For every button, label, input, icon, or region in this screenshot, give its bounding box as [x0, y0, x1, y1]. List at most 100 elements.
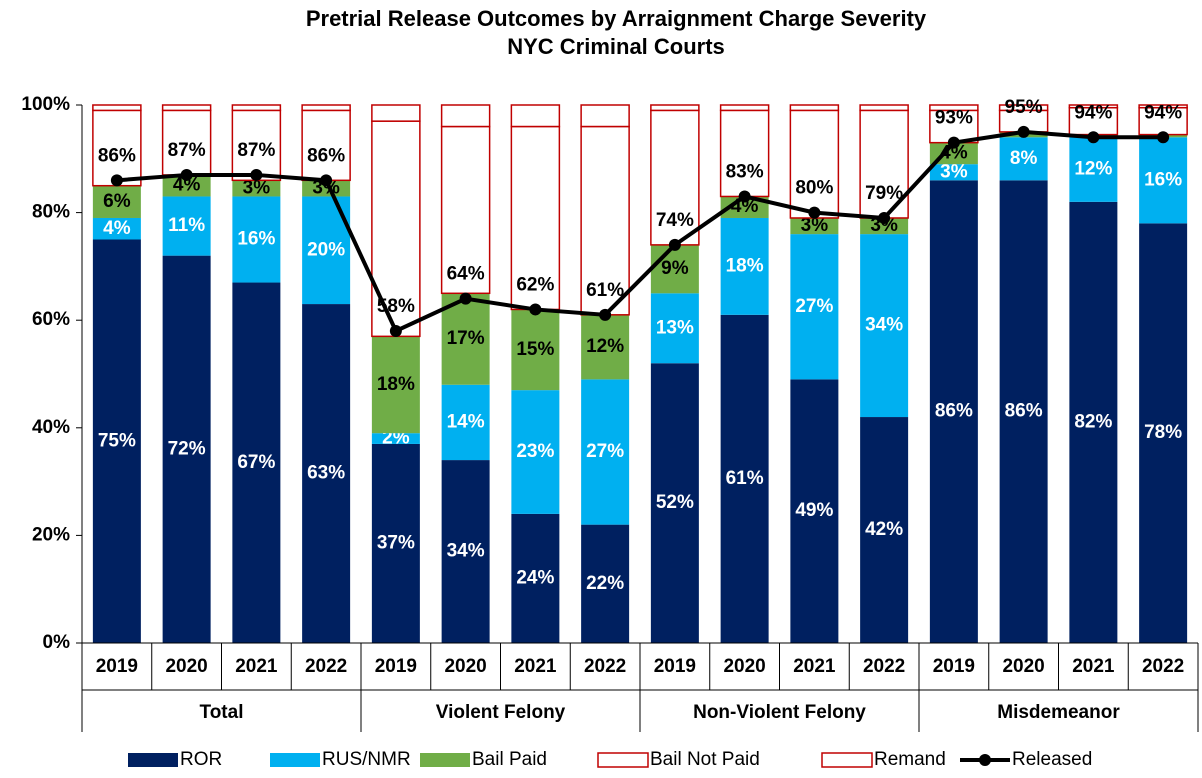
released-label: 79% — [865, 183, 903, 204]
bar-segment — [929, 142, 978, 165]
segment-label: 67% — [237, 452, 275, 473]
bar-segment — [650, 244, 699, 294]
segment-label: 27% — [795, 296, 833, 317]
legend-swatch — [821, 752, 873, 768]
segment-label: 86% — [935, 401, 973, 422]
segment-label: 86% — [1005, 401, 1043, 422]
bar-segment — [440, 125, 491, 295]
segment-label: 82% — [1074, 411, 1112, 432]
segment-label: 63% — [307, 463, 345, 484]
bar-segment — [511, 309, 560, 391]
y-tick-label: 80% — [32, 202, 70, 223]
bar-segment — [719, 104, 770, 112]
segment-label: 13% — [656, 317, 694, 338]
chart-title: Pretrial Release Outcomes by Arraignment… — [306, 6, 927, 31]
bar-segment — [999, 137, 1048, 181]
bar-segment — [790, 217, 839, 235]
bar-segment — [232, 282, 281, 643]
x-tick-label: 2021 — [793, 656, 836, 677]
released-point — [110, 174, 123, 187]
segment-label: 9% — [661, 258, 689, 279]
segment-label: 11% — [168, 215, 205, 236]
segment-label: 16% — [1144, 169, 1182, 190]
bar-segment — [162, 174, 211, 197]
segment-label: 61% — [726, 468, 764, 489]
bar-segment — [92, 185, 141, 218]
released-label: 62% — [516, 274, 554, 295]
released-point — [599, 308, 612, 321]
bar-segment — [92, 239, 141, 643]
segment-label: 14% — [447, 411, 485, 432]
x-tick-label: 2020 — [723, 656, 765, 677]
legend-label: ROR — [180, 749, 222, 770]
x-tick-label: 2021 — [514, 656, 557, 677]
segment-label: 22% — [586, 573, 624, 594]
bar-segment — [302, 304, 351, 643]
segment-label: 37% — [377, 532, 415, 553]
bar-segment — [92, 109, 142, 187]
released-point — [738, 190, 751, 203]
bar-segment — [860, 217, 909, 235]
bar-segment — [302, 180, 351, 197]
segment-label: 17% — [447, 328, 485, 349]
segment-label: 8% — [1010, 148, 1038, 169]
released-point — [668, 238, 681, 251]
released-label: 95% — [1005, 97, 1043, 118]
released-point — [320, 174, 333, 187]
released-point — [808, 206, 821, 219]
x-tick-label: 2019 — [933, 656, 975, 677]
bar-segment — [301, 104, 351, 112]
bar-segment — [371, 336, 420, 434]
bar-segment — [860, 234, 909, 418]
bar-segment — [161, 109, 212, 176]
x-tick-label: 2022 — [863, 656, 905, 677]
legend-label: Remand — [874, 749, 946, 770]
segment-label: 72% — [168, 438, 206, 459]
released-label: 87% — [168, 140, 206, 161]
released-point — [947, 136, 960, 149]
legend-swatch — [270, 753, 320, 767]
bar-segment — [581, 314, 630, 380]
bar-segment — [1069, 137, 1118, 202]
released-label: 94% — [1144, 102, 1182, 123]
bar-segment — [929, 180, 978, 643]
legend-marker — [979, 754, 991, 766]
bar-segment — [511, 513, 560, 643]
bar-segment — [1139, 137, 1188, 224]
segment-label: 16% — [237, 229, 275, 250]
bar-segment — [440, 104, 491, 128]
bar-segment — [441, 460, 490, 643]
segment-label: 34% — [447, 541, 485, 562]
legend-label: Bail Not Paid — [650, 749, 760, 770]
y-tick-label: 60% — [32, 309, 70, 330]
bar-segment — [650, 104, 700, 112]
segment-label: 4% — [103, 218, 131, 239]
chart-subtitle: NYC Criminal Courts — [507, 34, 725, 59]
bar-segment — [790, 379, 839, 643]
legend-swatch — [420, 753, 470, 767]
legend-label: Bail Paid — [472, 749, 547, 770]
bar-segment — [581, 524, 630, 643]
x-tick-label: 2022 — [1142, 656, 1184, 677]
released-point — [389, 324, 402, 337]
y-tick-label: 0% — [43, 632, 71, 653]
bar-segment — [1139, 223, 1188, 644]
group-label: Non-Violent Felony — [693, 702, 866, 723]
released-point — [459, 292, 472, 305]
bar-segment — [1068, 104, 1119, 109]
bar-segment — [1069, 201, 1118, 643]
released-label: 86% — [307, 145, 345, 166]
bar-segment — [162, 255, 211, 643]
segment-label: 78% — [1144, 422, 1182, 443]
released-label: 94% — [1074, 102, 1112, 123]
segment-label: 6% — [103, 191, 131, 212]
released-label: 83% — [726, 161, 764, 182]
bar-segment — [1138, 104, 1188, 109]
bar-segment — [929, 104, 979, 112]
bar-segment — [650, 363, 699, 643]
released-point — [529, 303, 542, 316]
segment-label: 3% — [801, 215, 829, 236]
bar-segment — [232, 196, 281, 283]
x-tick-label: 2019 — [654, 656, 696, 677]
segment-label: 52% — [656, 492, 694, 513]
